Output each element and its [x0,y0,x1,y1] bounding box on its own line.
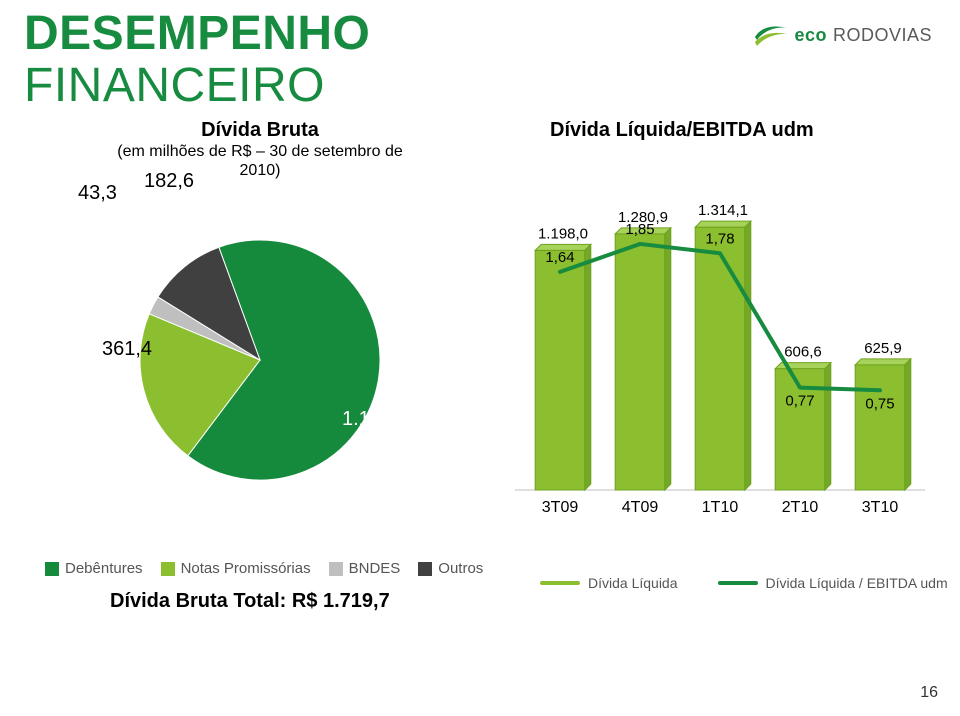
bar-side [905,359,911,490]
legend-line: Dívida Líquida / EBITDA udm [718,575,948,591]
bar-side [585,244,591,490]
line-value-label: 1,64 [545,249,574,266]
bar-top [695,221,751,227]
bar [695,227,745,490]
category-label: 3T10 [862,499,899,516]
pie-legend-label: Debêntures [65,560,143,577]
bar-side [745,221,751,490]
brand-logo: eco RODOVIAS [754,22,932,48]
bar [535,250,585,490]
pie-legend-item: Notas Promissórias [161,560,311,577]
pie-chart: 1.132,4361,443,3182,6 [120,220,400,500]
line-value-label: 0,75 [865,395,894,412]
line-value-label: 1,85 [625,221,654,238]
bar-side [665,228,671,490]
slide-root: DESEMPENHO FINANCEIRO eco RODOVIAS Dívida… [0,0,960,716]
subtitle-right: Dívida Líquida/EBITDA udm [550,118,870,142]
category-label: 4T09 [622,499,659,516]
bar-side [825,363,831,490]
legend-bar: Dívida Líquida [540,575,678,591]
bar-value-label: 606,6 [784,344,822,361]
title-line2: FINANCEIRO [24,58,325,113]
line-value-label: 0,77 [785,393,814,410]
category-label: 2T10 [782,499,819,516]
legend-swatch-icon [45,562,59,576]
pie-legend-item: BNDES [329,560,401,577]
pie-legend-item: Debêntures [45,560,143,577]
pie-legend-item: Outros [418,560,483,577]
pie-slice-label: 43,3 [78,182,117,205]
category-label: 3T09 [542,499,579,516]
legend-swatch-icon [418,562,432,576]
legend-line-label: Dívida Líquida / EBITDA udm [766,575,948,591]
line-value-label: 1,78 [705,230,734,247]
bar-value-label: 1.314,1 [698,202,748,219]
pie-legend-label: BNDES [349,560,401,577]
barline-legend: Dívida Líquida Dívida Líquida / EBITDA u… [540,575,948,591]
pie-legend-label: Notas Promissórias [181,560,311,577]
pie-title: Dívida Bruta [110,118,410,142]
bar [615,234,665,490]
legend-bar-label: Dívida Líquida [588,575,678,591]
pie-slice-label: 361,4 [102,338,152,361]
legend-swatch-icon [329,562,343,576]
page-number: 16 [920,684,938,702]
pie-slice-label: 1.132,4 [342,408,409,431]
bar-top [855,359,911,365]
pie-legend: Debêntures Notas Promissórias BNDES Outros [45,560,483,577]
bar-value-label: 1.198,0 [538,225,588,242]
logo-swoosh-icon [754,22,788,48]
bar [855,365,905,490]
pie-slice-label: 182,6 [144,170,194,193]
barline-chart: 1.198,03T091.280,94T091.314,11T10606,62T… [500,180,930,530]
logo-text-rodovias: RODOVIAS [833,25,932,46]
category-label: 1T10 [702,499,739,516]
legend-swatch-icon [161,562,175,576]
title-line1: DESEMPENHO [24,6,370,61]
logo-text-eco: eco [794,25,827,46]
pie-total: Dívida Bruta Total: R$ 1.719,7 [110,590,390,613]
pie-legend-label: Outros [438,560,483,577]
bar-value-label: 625,9 [864,340,902,357]
